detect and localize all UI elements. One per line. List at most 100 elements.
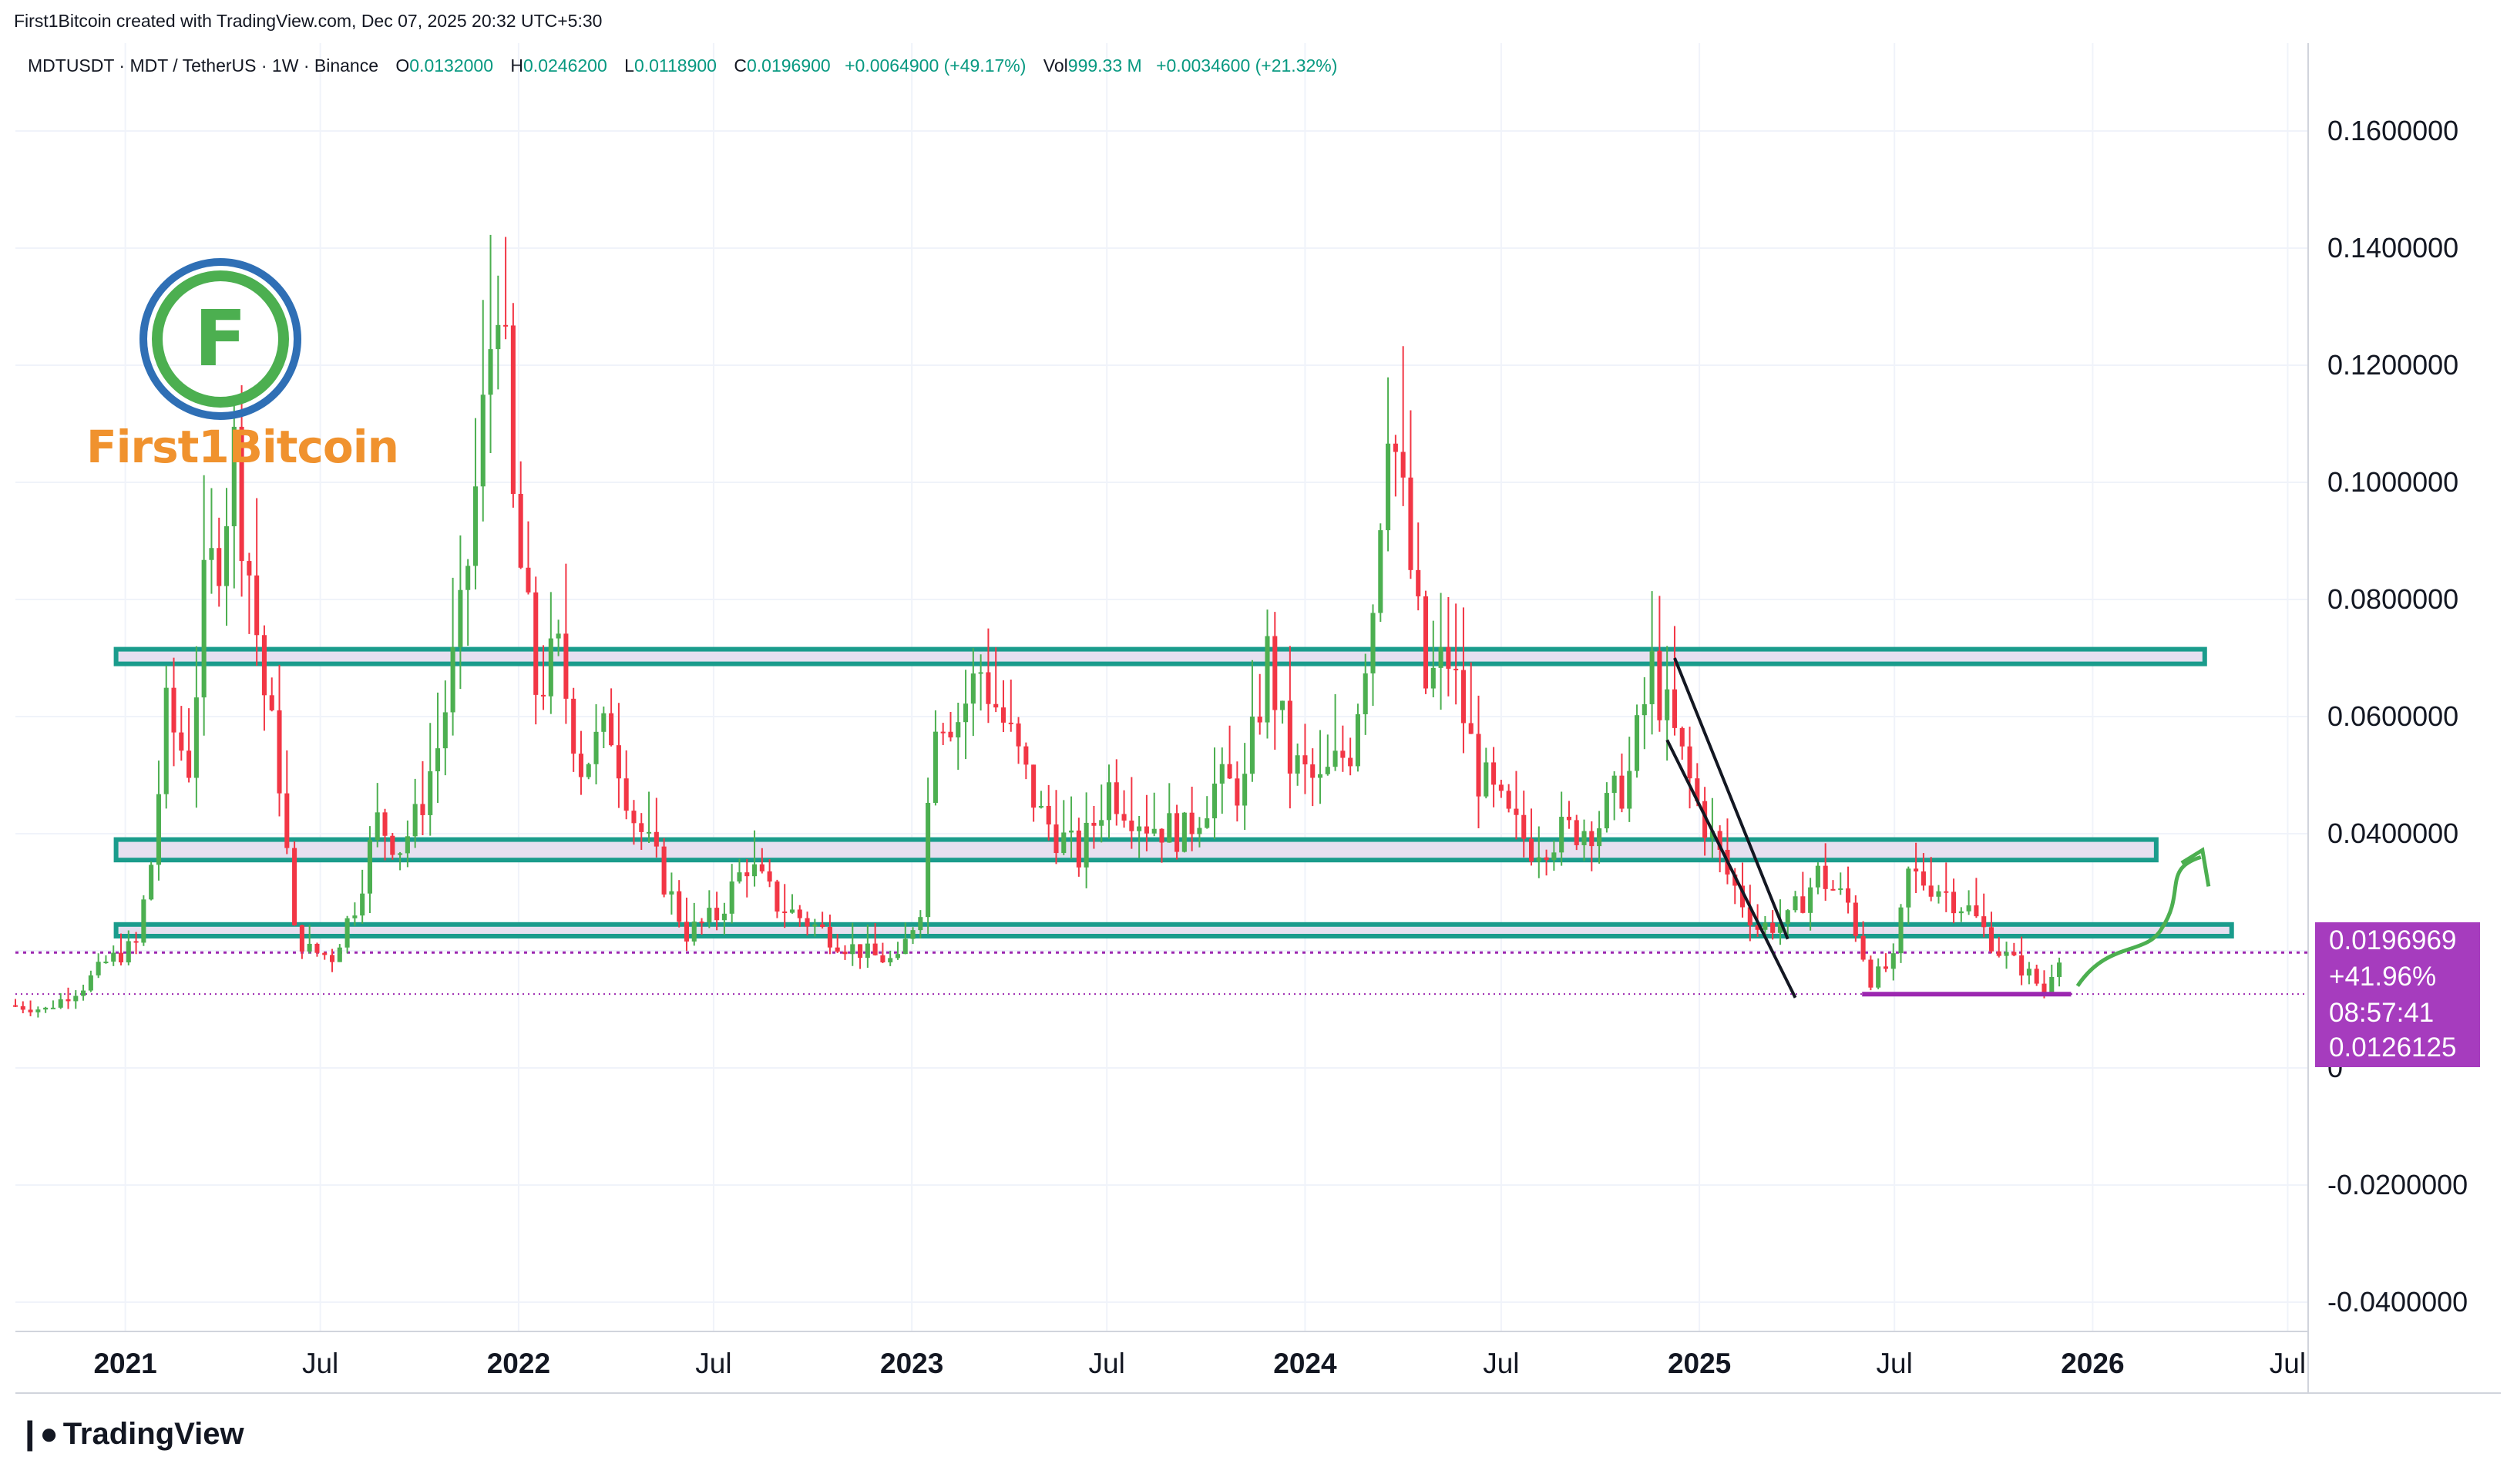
candle-body xyxy=(1069,830,1074,833)
projection-arrow xyxy=(2075,855,2202,987)
candle-body xyxy=(450,646,455,713)
candle-body xyxy=(1205,818,1210,828)
candle-body xyxy=(865,943,870,959)
candle-body xyxy=(1114,782,1119,814)
candle-body xyxy=(1016,723,1021,747)
candle-body xyxy=(2057,962,2062,977)
candle-body xyxy=(1611,775,1617,794)
candle-body xyxy=(978,672,983,674)
legend-symbol[interactable]: MDTUSDT · MDT / TetherUS · 1W · Binance xyxy=(28,55,378,76)
legend-open: 0.0132000 xyxy=(409,55,493,76)
candle-body xyxy=(314,943,320,953)
candle-body xyxy=(593,731,599,764)
candle-body xyxy=(1974,905,1979,917)
legend-low: 0.0118900 xyxy=(633,55,717,76)
candle-body xyxy=(1597,828,1602,847)
candle-body xyxy=(1370,613,1376,673)
candle-body xyxy=(1446,646,1451,669)
tradingview-mark-icon: ❙● xyxy=(17,1417,59,1451)
candle-body xyxy=(1695,778,1700,801)
candle-body xyxy=(1310,764,1316,778)
candle-body xyxy=(66,999,71,1002)
brand-logo-inner-ring-icon xyxy=(152,270,289,408)
candle-body xyxy=(933,731,938,803)
candle-body xyxy=(1890,953,1896,969)
candle-body xyxy=(2019,955,2025,976)
candle-body xyxy=(1914,868,1919,872)
candle-body xyxy=(126,941,131,963)
candle-body xyxy=(918,917,923,931)
candle-body xyxy=(797,909,802,918)
candle-body xyxy=(1084,822,1089,868)
candle-body xyxy=(1430,667,1436,689)
candle-body xyxy=(1815,865,1820,888)
candle-body xyxy=(1091,822,1097,826)
candle-body xyxy=(375,812,380,841)
candle-body xyxy=(163,687,169,794)
candle-body xyxy=(1400,452,1406,478)
candle-body xyxy=(639,823,644,832)
candle-body xyxy=(1619,775,1625,809)
legend-vol-change: +0.0034600 (+21.32%) xyxy=(1156,55,1338,76)
channel-line-upper xyxy=(1673,657,1789,940)
candle-body xyxy=(1484,762,1489,797)
candle-body xyxy=(970,673,976,704)
price-tick-label: 0.0600000 xyxy=(2327,700,2458,732)
candle-body xyxy=(133,941,139,943)
candle-body xyxy=(684,922,690,942)
candle-body xyxy=(1498,784,1504,791)
time-tick-label: 2026 xyxy=(2061,1348,2124,1379)
candle-body xyxy=(2026,969,2031,976)
candle-body xyxy=(1340,750,1346,758)
candle-body xyxy=(1936,891,1941,897)
candle-body xyxy=(1174,813,1180,852)
candle-body xyxy=(647,831,652,834)
candle-body xyxy=(586,764,591,777)
candle-body xyxy=(1363,673,1368,714)
candle-body xyxy=(1823,865,1828,889)
brand-logo-letter-icon: F xyxy=(194,294,247,384)
legend-vol-label: Vol xyxy=(1043,55,1068,76)
candle-body xyxy=(43,1007,49,1010)
candle-body xyxy=(789,909,795,913)
candle-body xyxy=(1966,905,1971,912)
legend-close-label: C xyxy=(734,55,747,76)
candle-body xyxy=(231,426,237,526)
candle-body xyxy=(926,802,931,918)
candle-body xyxy=(518,494,523,568)
candle-body xyxy=(367,840,372,894)
candle-body xyxy=(1763,922,1768,930)
candle-body xyxy=(58,999,63,1008)
candle-body xyxy=(902,938,908,955)
price-tick-label: 0.0800000 xyxy=(2327,583,2458,615)
candle-body xyxy=(812,924,818,927)
candle-body xyxy=(1272,636,1278,710)
candle-body xyxy=(714,908,720,921)
candle-body xyxy=(759,864,765,871)
candle-body xyxy=(2011,952,2017,955)
candle-body xyxy=(1785,910,1790,924)
candle-body xyxy=(28,1009,33,1012)
time-tick-label: Jul xyxy=(1089,1348,1125,1379)
candle-body xyxy=(820,924,825,928)
candle-body xyxy=(729,881,734,914)
candle-body xyxy=(1287,700,1292,774)
time-tick-label: Jul xyxy=(1483,1348,1519,1379)
brand-watermark-text: First1Bitcoin xyxy=(86,421,399,473)
candle-body xyxy=(223,525,230,586)
candle-body xyxy=(1604,793,1609,829)
candle-body xyxy=(1853,902,1858,936)
candle-body xyxy=(1876,966,1881,988)
candle-body xyxy=(1627,771,1632,809)
legend-low-label: L xyxy=(624,55,634,76)
candle-body xyxy=(284,793,290,848)
candle-body xyxy=(767,871,772,882)
candle-body xyxy=(1521,814,1527,839)
candle-body xyxy=(691,922,697,942)
candle-body xyxy=(782,912,788,914)
candle-body xyxy=(1468,723,1474,734)
tradingview-logo[interactable]: ❙● TradingView xyxy=(17,1416,244,1452)
candle-body xyxy=(1151,828,1157,834)
price-tick-label: 0.1600000 xyxy=(2327,115,2458,146)
